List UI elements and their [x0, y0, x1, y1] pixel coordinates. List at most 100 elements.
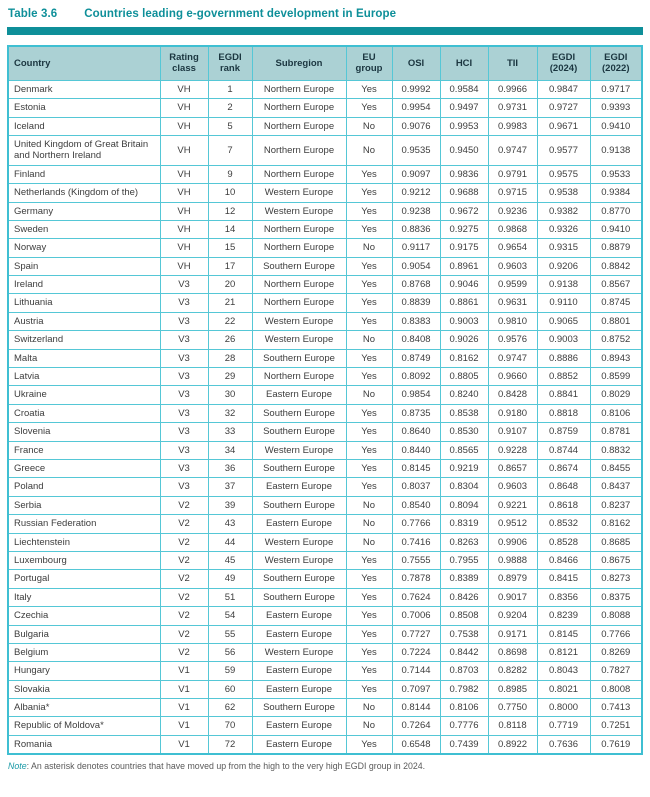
cell-rating-class: VH: [159, 201, 209, 221]
cell-eu-group: Yes: [345, 458, 393, 479]
cell-egdi-2024: 0.8021: [536, 679, 591, 700]
cell-hci: 0.7776: [439, 716, 489, 736]
table-row: Republic of Moldova* V1 70 Eastern Europ…: [7, 716, 643, 736]
cell-egdi-2022: 0.8752: [589, 330, 643, 350]
cell-egdi-rank: 12: [207, 201, 253, 221]
cell-hci: 0.9688: [439, 183, 489, 203]
cell-egdi-rank: 72: [207, 734, 253, 755]
table-row: Portugal V2 49 Southern Europe Yes 0.787…: [7, 569, 643, 589]
cell-egdi-rank: 33: [207, 422, 253, 442]
cell-country: France: [7, 440, 161, 460]
column-header-eu-group: EU group: [345, 45, 393, 81]
cell-eu-group: Yes: [345, 256, 393, 277]
cell-country: Estonia: [7, 98, 161, 118]
cell-rating-class: V2: [159, 514, 209, 534]
cell-tii: 0.9888: [487, 550, 538, 571]
cell-rating-class: V3: [159, 458, 209, 479]
cell-egdi-2024: 0.8145: [536, 624, 591, 644]
cell-subregion: Western Europe: [251, 330, 347, 350]
cell-egdi-2024: 0.9110: [536, 293, 591, 313]
cell-rating-class: V3: [159, 275, 209, 295]
cell-egdi-rank: 32: [207, 403, 253, 424]
cell-rating-class: V2: [159, 642, 209, 663]
cell-subregion: Southern Europe: [251, 422, 347, 442]
cell-egdi-rank: 26: [207, 330, 253, 350]
cell-rating-class: V3: [159, 367, 209, 387]
cell-egdi-2022: 0.8437: [589, 477, 643, 497]
cell-egdi-rank: 2: [207, 98, 253, 118]
cell-subregion: Northern Europe: [251, 134, 347, 166]
cell-rating-class: V2: [159, 624, 209, 644]
table-row: Czechia V2 54 Eastern Europe Yes 0.7006 …: [7, 606, 643, 626]
cell-eu-group: No: [345, 238, 393, 258]
cell-eu-group: No: [345, 716, 393, 736]
cell-eu-group: Yes: [345, 477, 393, 497]
cell-hci: 0.8162: [439, 348, 489, 369]
cell-hci: 0.8565: [439, 440, 489, 460]
cell-egdi-2022: 0.8455: [589, 458, 643, 479]
cell-egdi-2024: 0.8674: [536, 458, 591, 479]
cell-osi: 0.8768: [391, 275, 441, 295]
column-header-hci: HCI: [439, 45, 489, 81]
cell-rating-class: V3: [159, 422, 209, 442]
cell-eu-group: Yes: [345, 219, 393, 240]
table-row: Serbia V2 39 Southern Europe No 0.8540 0…: [7, 495, 643, 516]
cell-egdi-rank: 44: [207, 532, 253, 552]
cell-eu-group: Yes: [345, 293, 393, 313]
cell-country: Republic of Moldova*: [7, 716, 161, 736]
cell-hci: 0.7982: [439, 679, 489, 700]
note-label: Note: [8, 761, 27, 772]
cell-rating-class: VH: [159, 79, 209, 100]
cell-tii: 0.9576: [487, 330, 538, 350]
cell-subregion: Northern Europe: [251, 98, 347, 118]
cell-tii: 0.8282: [487, 661, 538, 681]
cell-egdi-2024: 0.9671: [536, 116, 591, 136]
cell-rating-class: V2: [159, 587, 209, 608]
cell-egdi-2024: 0.9138: [536, 275, 591, 295]
cell-osi: 0.8839: [391, 293, 441, 313]
cell-egdi-2022: 0.9533: [589, 164, 643, 185]
cell-subregion: Eastern Europe: [251, 661, 347, 681]
cell-hci: 0.9219: [439, 458, 489, 479]
cell-egdi-rank: 9: [207, 164, 253, 185]
table-row: Netherlands (Kingdom of the) VH 10 Weste…: [7, 183, 643, 203]
cell-country: Latvia: [7, 367, 161, 387]
cell-hci: 0.9046: [439, 275, 489, 295]
cell-egdi-2022: 0.8088: [589, 606, 643, 626]
cell-country: Finland: [7, 164, 161, 185]
cell-hci: 0.8389: [439, 569, 489, 589]
cell-egdi-rank: 54: [207, 606, 253, 626]
column-header-subregion: Subregion: [251, 45, 347, 81]
cell-country: Russian Federation: [7, 514, 161, 534]
cell-country: Sweden: [7, 219, 161, 240]
cell-egdi-2024: 0.8648: [536, 477, 591, 497]
cell-subregion: Eastern Europe: [251, 624, 347, 644]
cell-egdi-2022: 0.8842: [589, 256, 643, 277]
cell-egdi-2022: 0.8375: [589, 587, 643, 608]
cell-country: Slovenia: [7, 422, 161, 442]
cell-hci: 0.9003: [439, 311, 489, 332]
table-row: Romania V1 72 Eastern Europe Yes 0.6548 …: [7, 734, 643, 755]
cell-country: Czechia: [7, 606, 161, 626]
cell-osi: 0.9097: [391, 164, 441, 185]
cell-egdi-rank: 15: [207, 238, 253, 258]
cell-hci: 0.7955: [439, 550, 489, 571]
cell-egdi-2022: 0.7251: [589, 716, 643, 736]
cell-tii: 0.9868: [487, 219, 538, 240]
cell-country: Germany: [7, 201, 161, 221]
cell-subregion: Northern Europe: [251, 238, 347, 258]
cell-rating-class: V2: [159, 606, 209, 626]
cell-hci: 0.9584: [439, 79, 489, 100]
table-row: Lithuania V3 21 Northern Europe Yes 0.88…: [7, 293, 643, 313]
table-row: Liechtenstein V2 44 Western Europe No 0.…: [7, 532, 643, 552]
cell-subregion: Southern Europe: [251, 698, 347, 718]
cell-egdi-2022: 0.8801: [589, 311, 643, 332]
cell-rating-class: V3: [159, 348, 209, 369]
table-row: United Kingdom of Great Britain and Nort…: [7, 134, 643, 166]
cell-egdi-2022: 0.7413: [589, 698, 643, 718]
cell-rating-class: VH: [159, 116, 209, 136]
cell-eu-group: Yes: [345, 606, 393, 626]
cell-egdi-2022: 0.8685: [589, 532, 643, 552]
cell-subregion: Eastern Europe: [251, 679, 347, 700]
column-header-country: Country: [7, 45, 161, 81]
